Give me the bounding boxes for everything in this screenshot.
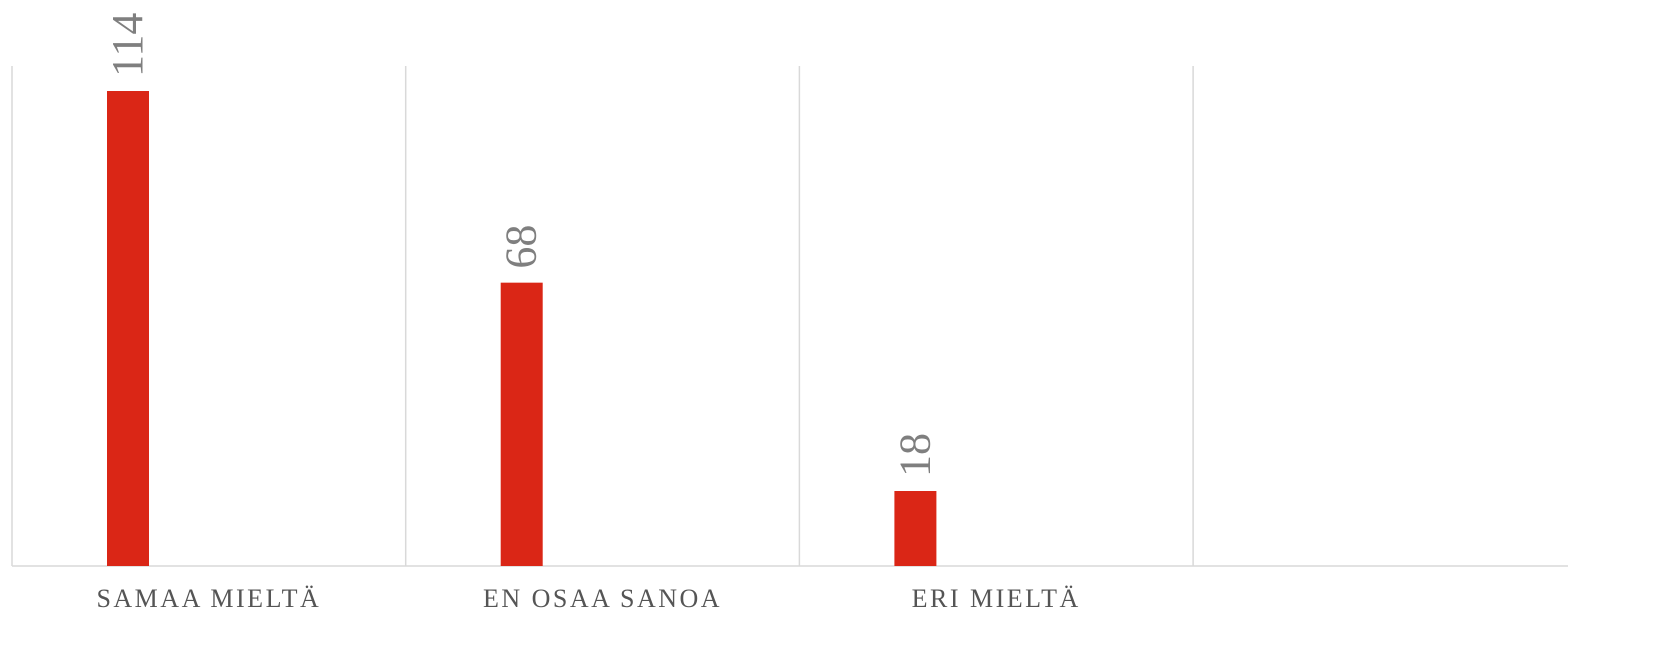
x-tick-label: ERI MIELTÄ [912, 584, 1081, 613]
bar [500, 282, 543, 566]
bar [107, 91, 149, 566]
data-label: 68 [497, 225, 546, 269]
x-tick-label: SAMAA MIELTÄ [96, 584, 321, 613]
data-label: 18 [890, 433, 939, 477]
data-label: 114 [103, 13, 152, 77]
bar [894, 491, 937, 566]
x-tick-label: EN OSAA SANOA [483, 584, 722, 613]
